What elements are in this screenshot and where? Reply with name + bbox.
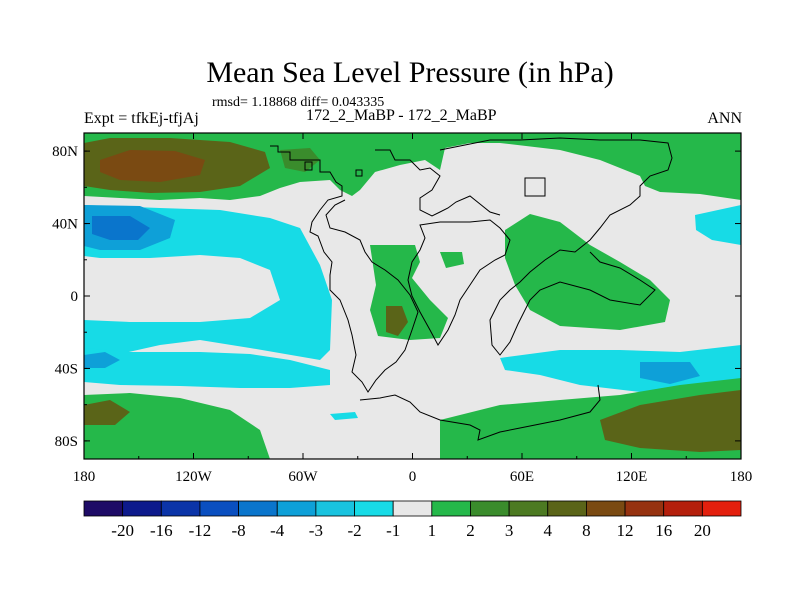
chart-title: Mean Sea Level Pressure (in hPa) <box>206 56 614 89</box>
colorbar-label: -4 <box>270 521 285 540</box>
stats-text: rmsd= 1.18868 diff= 0.043335 <box>212 95 385 110</box>
antarctic-anomaly-east <box>600 390 741 452</box>
x-tick-label: 180 <box>73 469 96 485</box>
colorbar-swatch <box>431 500 471 517</box>
east-pacific-negative <box>695 205 741 245</box>
eurasia-coastline <box>439 137 673 356</box>
north-africa-positive <box>440 252 464 268</box>
europe-coastline <box>375 149 501 217</box>
north-coast-islands <box>304 161 546 197</box>
x-tick-label: 0 <box>409 469 417 485</box>
colorbar-swatch <box>315 500 355 517</box>
colorbar-swatch <box>199 500 239 517</box>
north-pacific-core <box>100 150 205 182</box>
colorbar-label: -12 <box>189 521 212 540</box>
comparison-label: 172_2_MaBP - 172_2_MaBP <box>306 107 497 124</box>
southern-ocean-core <box>640 362 700 384</box>
coastlines <box>270 137 673 441</box>
axis-ticks <box>83 133 742 459</box>
colorbar-label: 20 <box>694 521 711 540</box>
colorbar-swatch <box>470 500 510 517</box>
south-atlantic-core <box>386 306 408 336</box>
africa-coastline <box>407 219 511 346</box>
colorbar-swatch <box>586 500 626 517</box>
north-pacific-deep-core <box>92 216 150 240</box>
antarctic-positive <box>84 393 270 459</box>
colorbar-label: -20 <box>111 521 134 540</box>
colorbar-swatch <box>392 500 433 517</box>
colorbar-swatch <box>701 500 742 517</box>
x-tick-label: 120E <box>616 469 648 485</box>
colorbar-swatch <box>547 500 587 517</box>
colorbar-swatch <box>508 500 549 517</box>
y-tick-label: 0 <box>71 289 79 305</box>
colorbar-swatch <box>238 500 278 517</box>
season-label: ANN <box>707 110 742 127</box>
x-tick-label: 120W <box>175 469 213 485</box>
colorbar-swatch <box>83 500 124 517</box>
x-tick-label: 60E <box>510 469 534 485</box>
colorbar-label: 8 <box>582 521 591 540</box>
x-tick-label: 60W <box>288 469 318 485</box>
y-tick-label: 40N <box>52 217 78 233</box>
y-tick-labels: 80N 40N 0 40S 80S <box>52 144 78 450</box>
colorbar-label: -1 <box>386 521 400 540</box>
colorbar-label: -8 <box>232 521 246 540</box>
experiment-label: Expt = tfkEj-tfjAj <box>84 110 199 127</box>
colorbar-label: 16 <box>655 521 672 540</box>
south-pacific-core <box>84 352 120 368</box>
x-tick-labels: 180 120W 60W 0 60E 120E 180 <box>73 469 753 485</box>
antarctic-anomaly-west <box>84 400 130 425</box>
colorbar-swatch <box>354 500 394 517</box>
antarctica-coastline <box>359 384 601 441</box>
americas-coastline <box>270 145 419 393</box>
colorbar-label: 2 <box>466 521 475 540</box>
southern-ocean-negative <box>500 345 741 398</box>
colorbar-swatch <box>663 500 703 517</box>
y-tick-label: 80N <box>52 144 78 160</box>
colorbar <box>83 500 742 517</box>
colorbar-label: 3 <box>505 521 514 540</box>
colorbar-label: -2 <box>347 521 361 540</box>
colorbar-swatch <box>276 500 317 517</box>
south-pacific-negative <box>84 348 330 388</box>
colorbar-label: 4 <box>544 521 553 540</box>
indian-ocean-positive <box>505 214 670 330</box>
colorbar-swatch <box>624 500 665 517</box>
small-negative-patch <box>330 412 358 420</box>
colorbar-label: -3 <box>309 521 323 540</box>
colorbar-label: 12 <box>617 521 634 540</box>
colorbar-swatch <box>160 500 201 517</box>
y-tick-label: 40S <box>55 361 78 377</box>
colorbar-labels: -20 -16 -12 -8 -4 -3 -2 -1 1 2 3 4 8 12 16 20 <box>111 521 711 540</box>
colorbar-swatch <box>122 500 162 517</box>
y-tick-label: 80S <box>55 434 78 450</box>
x-tick-label: 180 <box>730 469 753 485</box>
colorbar-label: -16 <box>150 521 173 540</box>
colorbar-label: 1 <box>428 521 437 540</box>
